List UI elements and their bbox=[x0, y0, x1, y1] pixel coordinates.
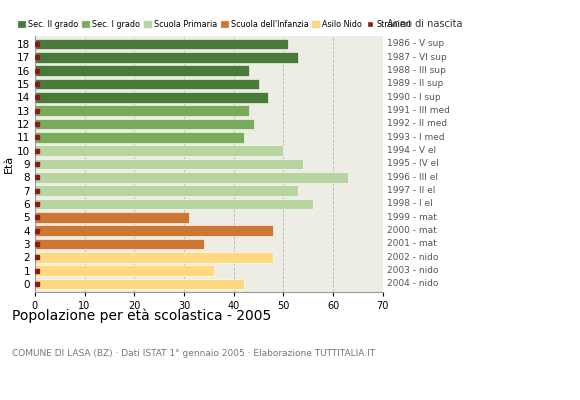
Text: 1989 - II sup: 1989 - II sup bbox=[387, 80, 443, 88]
Bar bbox=[35, 185, 298, 196]
Bar bbox=[35, 52, 298, 63]
Bar bbox=[35, 198, 313, 210]
Text: 2000 - mat: 2000 - mat bbox=[387, 226, 437, 235]
Bar bbox=[35, 92, 269, 103]
Bar bbox=[35, 145, 284, 156]
Bar bbox=[35, 265, 214, 276]
Text: 2001 - mat: 2001 - mat bbox=[387, 240, 437, 248]
Bar bbox=[35, 132, 244, 143]
Text: 1987 - VI sup: 1987 - VI sup bbox=[387, 53, 447, 62]
Bar bbox=[35, 65, 249, 76]
Legend: Sec. II grado, Sec. I grado, Scuola Primaria, Scuola dell'Infanzia, Asilo Nido, : Sec. II grado, Sec. I grado, Scuola Prim… bbox=[18, 20, 411, 30]
Text: 1997 - II el: 1997 - II el bbox=[387, 186, 435, 195]
Text: 2002 - nido: 2002 - nido bbox=[387, 253, 438, 262]
Bar bbox=[35, 158, 303, 170]
Text: 1991 - III med: 1991 - III med bbox=[387, 106, 450, 115]
Bar bbox=[35, 172, 348, 183]
Text: 1988 - III sup: 1988 - III sup bbox=[387, 66, 445, 75]
Text: 1990 - I sup: 1990 - I sup bbox=[387, 93, 440, 102]
Text: 1994 - V el: 1994 - V el bbox=[387, 146, 436, 155]
Bar bbox=[35, 118, 253, 130]
Bar bbox=[35, 105, 249, 116]
Text: Anno di nascita: Anno di nascita bbox=[387, 19, 462, 29]
Text: 2004 - nido: 2004 - nido bbox=[387, 280, 438, 288]
Bar bbox=[35, 78, 259, 90]
Text: 1999 - mat: 1999 - mat bbox=[387, 213, 437, 222]
Text: 1996 - III el: 1996 - III el bbox=[387, 173, 438, 182]
Text: 1992 - II med: 1992 - II med bbox=[387, 120, 447, 128]
Bar bbox=[35, 252, 273, 263]
Bar bbox=[35, 225, 273, 236]
Text: 1998 - I el: 1998 - I el bbox=[387, 200, 433, 208]
Text: 1993 - I med: 1993 - I med bbox=[387, 133, 444, 142]
Y-axis label: Età: Età bbox=[4, 155, 14, 173]
Bar bbox=[35, 238, 204, 250]
Text: Popolazione per età scolastica - 2005: Popolazione per età scolastica - 2005 bbox=[12, 308, 271, 323]
Bar bbox=[35, 212, 189, 223]
Text: 1995 - IV el: 1995 - IV el bbox=[387, 160, 438, 168]
Text: COMUNE DI LASA (BZ) · Dati ISTAT 1° gennaio 2005 · Elaborazione TUTTITALIA.IT: COMUNE DI LASA (BZ) · Dati ISTAT 1° genn… bbox=[12, 349, 375, 358]
Bar bbox=[35, 38, 288, 50]
Bar bbox=[35, 278, 244, 290]
Text: 1986 - V sup: 1986 - V sup bbox=[387, 40, 444, 48]
Text: 2003 - nido: 2003 - nido bbox=[387, 266, 438, 275]
